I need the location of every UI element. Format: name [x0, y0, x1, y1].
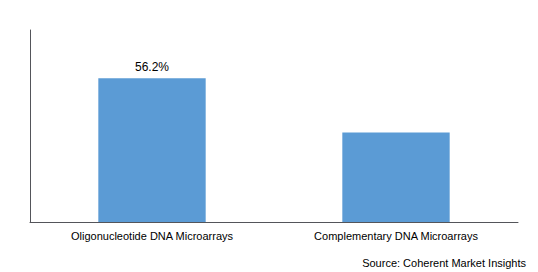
svg-text:Source: Coherent Market Insigh: Source: Coherent Market Insights: [362, 257, 526, 269]
svg-text:56.2%: 56.2%: [135, 60, 169, 74]
svg-text:Oligonucleotide DNA Microarray: Oligonucleotide DNA Microarrays: [71, 230, 234, 242]
svg-text:Complementary DNA Microarrays: Complementary DNA Microarrays: [314, 230, 478, 242]
